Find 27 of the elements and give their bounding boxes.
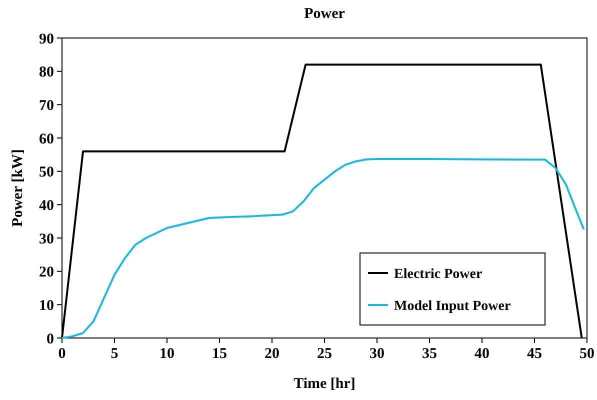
x-tick-label: 0: [58, 346, 66, 362]
x-tick-label: 40: [474, 346, 490, 362]
y-tick-label: 0: [46, 331, 54, 348]
y-tick-label: 80: [39, 64, 54, 81]
x-tick-label: 45: [527, 346, 542, 362]
y-tick-label: 70: [39, 98, 54, 114]
x-axis-title: Time [hr]: [294, 376, 356, 392]
x-tick-label: 20: [264, 346, 280, 362]
y-tick-label: 50: [39, 164, 54, 181]
x-tick-label: 30: [370, 346, 384, 362]
line-series: [61, 158, 585, 339]
y-axis-title: Power [kW]: [10, 149, 26, 227]
y-tick-label: 10: [39, 298, 54, 314]
legend-label: Model Input Power: [394, 298, 511, 314]
y-tick-label: 30: [39, 231, 54, 248]
x-tick-label: 50: [580, 346, 594, 362]
x-tick-label: 35: [422, 346, 437, 362]
x-tick-label: 10: [160, 346, 174, 362]
y-tick-label: 90: [39, 31, 54, 48]
chart-title: Power: [304, 6, 346, 22]
y-tick-label: 60: [39, 131, 54, 148]
legend-label: Electric Power: [394, 266, 482, 282]
x-tick-label: 5: [110, 346, 118, 362]
y-tick-label: 40: [39, 198, 54, 214]
x-tick-label: 25: [317, 346, 332, 362]
y-tick-label: 20: [39, 264, 54, 281]
x-tick-label: 15: [212, 346, 227, 362]
